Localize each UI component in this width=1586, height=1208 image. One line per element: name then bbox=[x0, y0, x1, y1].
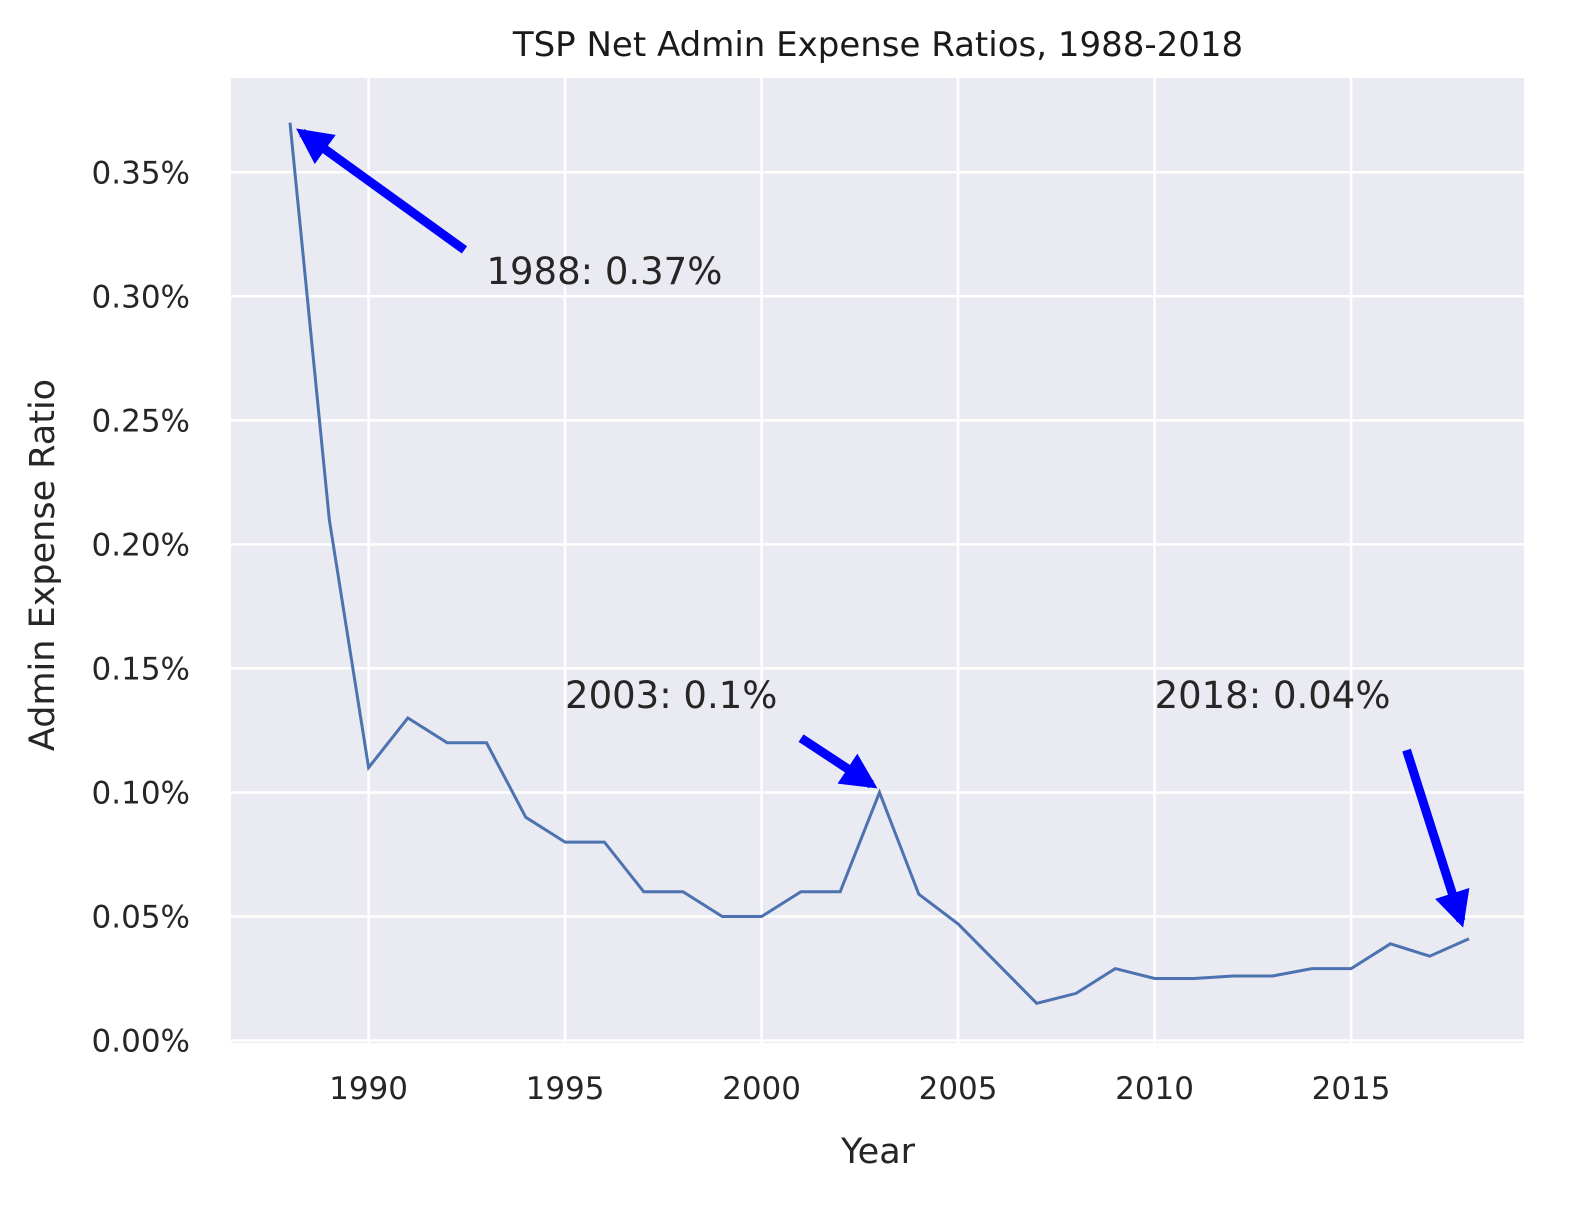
y-tick-label: 0.05% bbox=[92, 899, 190, 935]
series-line bbox=[288, 122, 1470, 1005]
y-tick-label: 0.20% bbox=[92, 527, 190, 563]
x-axis-label: Year bbox=[840, 1132, 916, 1172]
y-tick-label: 0.00% bbox=[92, 1024, 190, 1060]
x-tick-label: 1995 bbox=[526, 1071, 605, 1107]
annotation-arrow bbox=[1402, 748, 1470, 928]
annotation-arrow bbox=[296, 128, 468, 254]
annotation-label: 1988: 0.37% bbox=[486, 250, 722, 293]
y-tick-label: 0.15% bbox=[92, 651, 190, 687]
chart-title: TSP Net Admin Expense Ratios, 1988-2018 bbox=[512, 25, 1243, 65]
x-tick-label: 1990 bbox=[329, 1071, 408, 1107]
x-axis-ticks: 1990 1995 2000 2005 2010 2015 bbox=[329, 1071, 1390, 1107]
x-tick-label: 2000 bbox=[722, 1071, 801, 1107]
annotation-label: 2003: 0.1% bbox=[565, 674, 777, 717]
grid bbox=[231, 78, 1524, 1043]
annotations: 1988: 0.37% 2003: 0.1% 2018: 0.04% bbox=[296, 128, 1470, 928]
x-tick-label: 2010 bbox=[1115, 1071, 1194, 1107]
annotation-arrow bbox=[798, 734, 878, 789]
y-tick-label: 0.35% bbox=[92, 155, 190, 191]
y-tick-label: 0.30% bbox=[92, 279, 190, 315]
y-tick-label: 0.25% bbox=[92, 403, 190, 439]
annotation-label: 2018: 0.04% bbox=[1155, 674, 1391, 717]
y-axis-ticks: 0.00% 0.05% 0.10% 0.15% 0.20% 0.25% 0.30% 0.35% bbox=[92, 155, 190, 1059]
x-tick-label: 2015 bbox=[1312, 1071, 1391, 1107]
y-axis-label: Admin Expense Ratio bbox=[23, 379, 63, 751]
y-tick-label: 0.10% bbox=[92, 775, 190, 811]
x-tick-label: 2005 bbox=[919, 1071, 998, 1107]
